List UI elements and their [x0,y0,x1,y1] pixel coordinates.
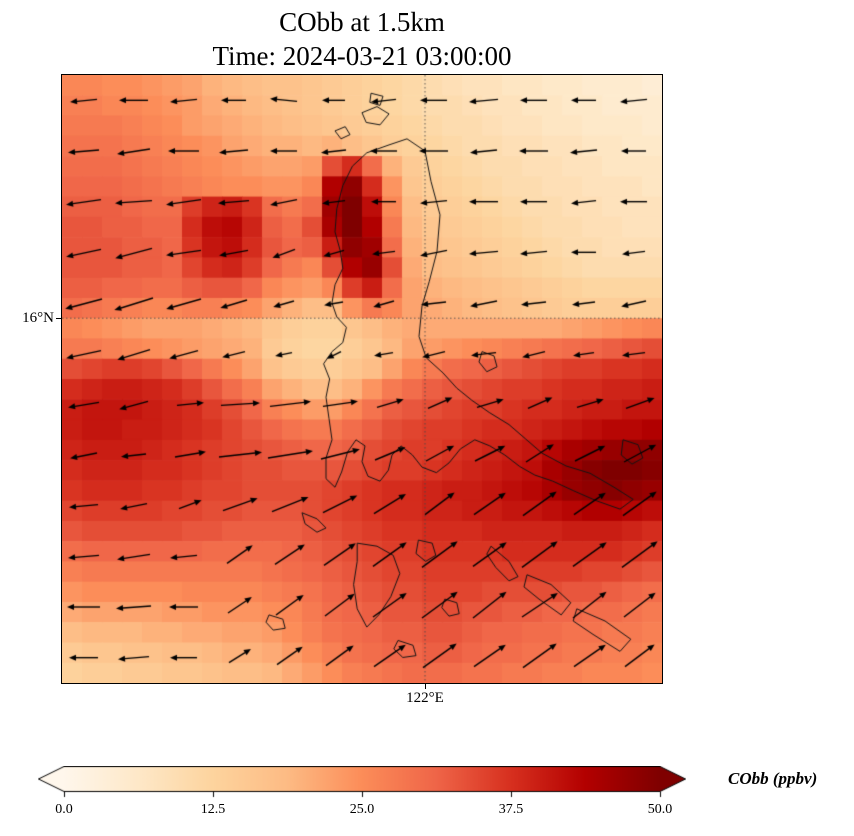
heatmap-canvas [62,75,662,683]
colorbar-tick-2: 25.0 [349,802,375,817]
plot-title: CObb at 1.5km [279,7,445,37]
colorbar-label: CObb (ppbv) [728,769,818,788]
y-axis-tickmark [56,318,61,319]
colorbar-tick-0: 0.0 [55,802,73,817]
x-axis-tick-label: 122°E [406,690,444,706]
colorbar-tick-1: 12.5 [200,802,226,817]
colorbar-tick-4: 50.0 [647,802,673,817]
colorbar-tick-3: 37.5 [498,802,524,817]
map-plot [61,74,663,684]
y-axis-tick-label: 16°N [22,310,54,326]
plot-subtitle: Time: 2024-03-21 03:00:00 [212,41,512,71]
x-axis-tickmark [425,684,426,689]
colorbar-canvas [38,766,686,800]
colorbar: 0.0 12.5 25.0 37.5 50.0 [38,766,686,817]
